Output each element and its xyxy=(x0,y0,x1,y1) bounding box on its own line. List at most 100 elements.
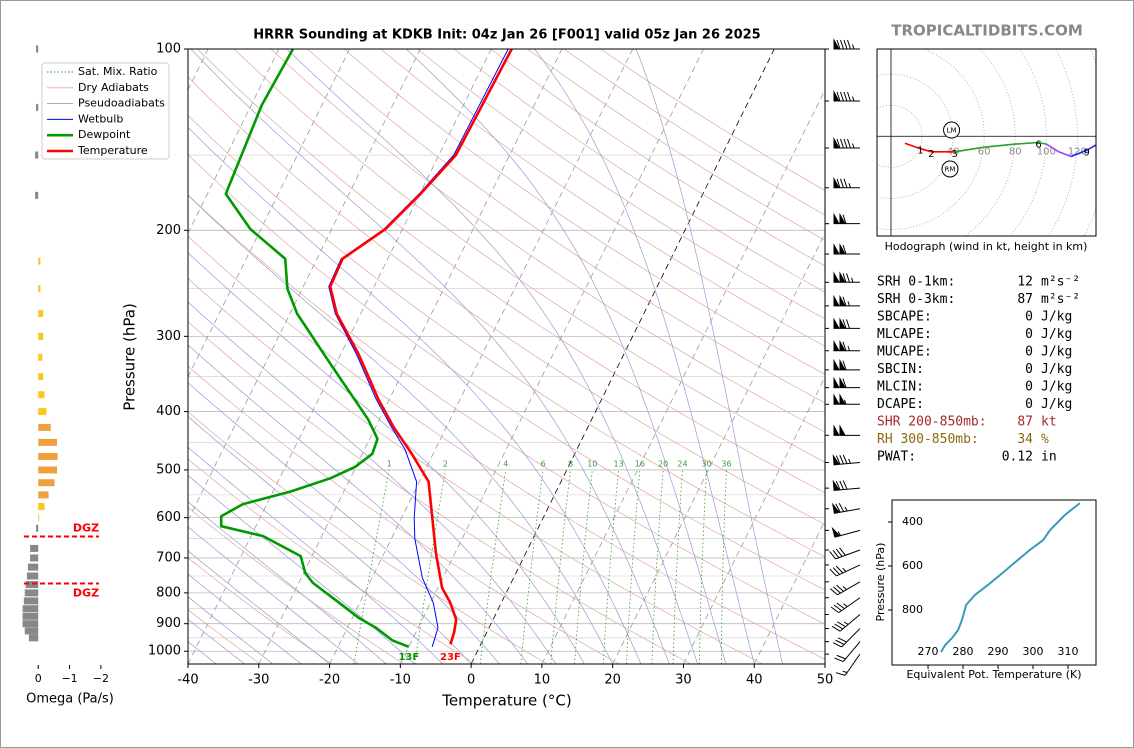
pseudoadiabat xyxy=(188,526,359,664)
isotherm xyxy=(188,49,280,235)
profile-line xyxy=(219,49,410,649)
y-tick-label: 200 xyxy=(156,223,181,238)
omega-bar xyxy=(24,627,39,635)
mixing-ratio-label: 4 xyxy=(503,459,508,468)
y-axis-label: Pressure (hPa) xyxy=(121,303,139,411)
legend: Sat. Mix. Ratio Dry Adiabats Pseudoadiabat… xyxy=(41,62,170,160)
wind-barb xyxy=(831,526,861,538)
isotherm xyxy=(683,375,825,664)
stat-unit: % xyxy=(1041,432,1049,447)
y-tick-label: 400 xyxy=(902,515,923,528)
surface-label: 23F xyxy=(440,652,461,663)
y-tick-label: 600 xyxy=(156,510,181,525)
y-tick-label: 100 xyxy=(156,42,181,57)
wind-barb xyxy=(833,38,860,50)
isotherm xyxy=(753,519,825,664)
x-tick-label: 30 xyxy=(675,673,692,688)
stat-value: 87 xyxy=(1017,292,1033,307)
x-tick-label: -20 xyxy=(319,673,340,688)
wind-barb xyxy=(833,243,860,255)
plot-frame xyxy=(187,48,826,665)
omega-bar xyxy=(35,191,39,199)
omega-bar xyxy=(25,581,39,589)
stat-unit: kt xyxy=(1041,415,1057,430)
omega-bar xyxy=(38,391,45,399)
x-tick-label: 50 xyxy=(817,673,834,688)
dry-adiabat xyxy=(380,49,825,347)
pseudoadiabat xyxy=(188,416,472,664)
pseudoadiabat xyxy=(188,618,245,664)
isotherm xyxy=(541,88,825,664)
x-tick-label: 0 xyxy=(467,673,475,688)
stat-label: RH 300-850mb: xyxy=(877,432,979,447)
wind-barb xyxy=(832,453,861,466)
stat-label: SBCAPE: xyxy=(877,310,932,325)
height-label: 9 xyxy=(1083,147,1089,158)
wind-barb xyxy=(833,294,860,307)
omega-bar xyxy=(22,605,39,613)
dry-adiabat xyxy=(343,49,825,375)
legend-label: Temperature xyxy=(77,144,148,157)
pseudoadiabat xyxy=(188,344,528,664)
pseudoadiabat xyxy=(190,49,670,664)
ring-label: 100 xyxy=(1037,146,1056,157)
omega-bar xyxy=(23,597,39,605)
stat-unit: m²s⁻² xyxy=(1041,275,1080,290)
dry-adiabat xyxy=(188,277,763,664)
omega-bar xyxy=(38,466,58,474)
wind-barb xyxy=(834,641,861,663)
wind-barb xyxy=(833,212,860,225)
pseudoadiabat xyxy=(188,550,330,664)
stat-value: 0 xyxy=(1025,327,1033,342)
omega-bar xyxy=(22,620,39,628)
dry-adiabat xyxy=(188,114,825,558)
hodograph-line xyxy=(954,141,1047,153)
omega-bar xyxy=(38,408,47,416)
x-axis-label: Temperature (°C) xyxy=(441,692,571,710)
dry-adiabat xyxy=(188,557,333,664)
wind-barb xyxy=(832,628,861,648)
omega-bar xyxy=(38,310,44,318)
dry-adiabat xyxy=(270,49,825,433)
hodograph-frame xyxy=(876,48,1097,237)
thetae-line xyxy=(940,502,1081,653)
isotherm xyxy=(612,232,825,664)
mixing-ratio-line xyxy=(353,469,390,664)
wind-barb xyxy=(833,358,860,371)
wind-barb xyxy=(833,317,860,329)
stat-value: 0 xyxy=(1025,362,1033,377)
pseudoadiabat xyxy=(635,49,783,664)
site-logo: TROPICALTIDBITS.COM xyxy=(891,22,1083,40)
y-tick-label: 300 xyxy=(156,329,181,344)
ring-label: 120 xyxy=(1068,146,1087,157)
wind-barb xyxy=(833,393,860,405)
stat-unit: m²s⁻² xyxy=(1041,292,1080,307)
dgz-label: DGZ xyxy=(73,522,99,535)
legend-label: Wetbulb xyxy=(78,112,123,125)
stat-label: MLCAPE: xyxy=(877,327,932,342)
stat-unit: in xyxy=(1041,450,1057,465)
hodograph-label: Hodograph (wind in kt, height in km) xyxy=(885,240,1088,253)
ring-label: 80 xyxy=(1009,146,1022,157)
dry-adiabat xyxy=(307,49,825,404)
pseudoadiabat xyxy=(188,382,500,664)
x-tick-label: 10 xyxy=(534,673,551,688)
dry-adiabat xyxy=(188,76,825,525)
x-tick-label: 290 xyxy=(988,645,1009,658)
pseudoadiabat xyxy=(188,501,387,664)
mixing-ratio-label: 13 xyxy=(613,459,623,468)
mixing-ratio-label: 30 xyxy=(701,459,711,468)
dry-adiabat xyxy=(188,321,692,664)
dry-adiabat xyxy=(197,49,825,494)
mixing-ratio-label: 8 xyxy=(568,459,573,468)
mixing-ratio-line xyxy=(414,469,446,664)
storm-motion-marker xyxy=(941,160,959,178)
stat-label: MLCIN: xyxy=(877,380,924,395)
dry-adiabat xyxy=(188,194,825,625)
stat-label: SBCIN: xyxy=(877,362,924,377)
dgz-label: DGZ xyxy=(73,587,99,600)
x-tick-label: 20 xyxy=(604,673,621,688)
stat-unit: J/kg xyxy=(1041,380,1072,395)
chart-title: HRRR Sounding at KDKB Init: 04z Jan 26 [… xyxy=(253,28,760,43)
